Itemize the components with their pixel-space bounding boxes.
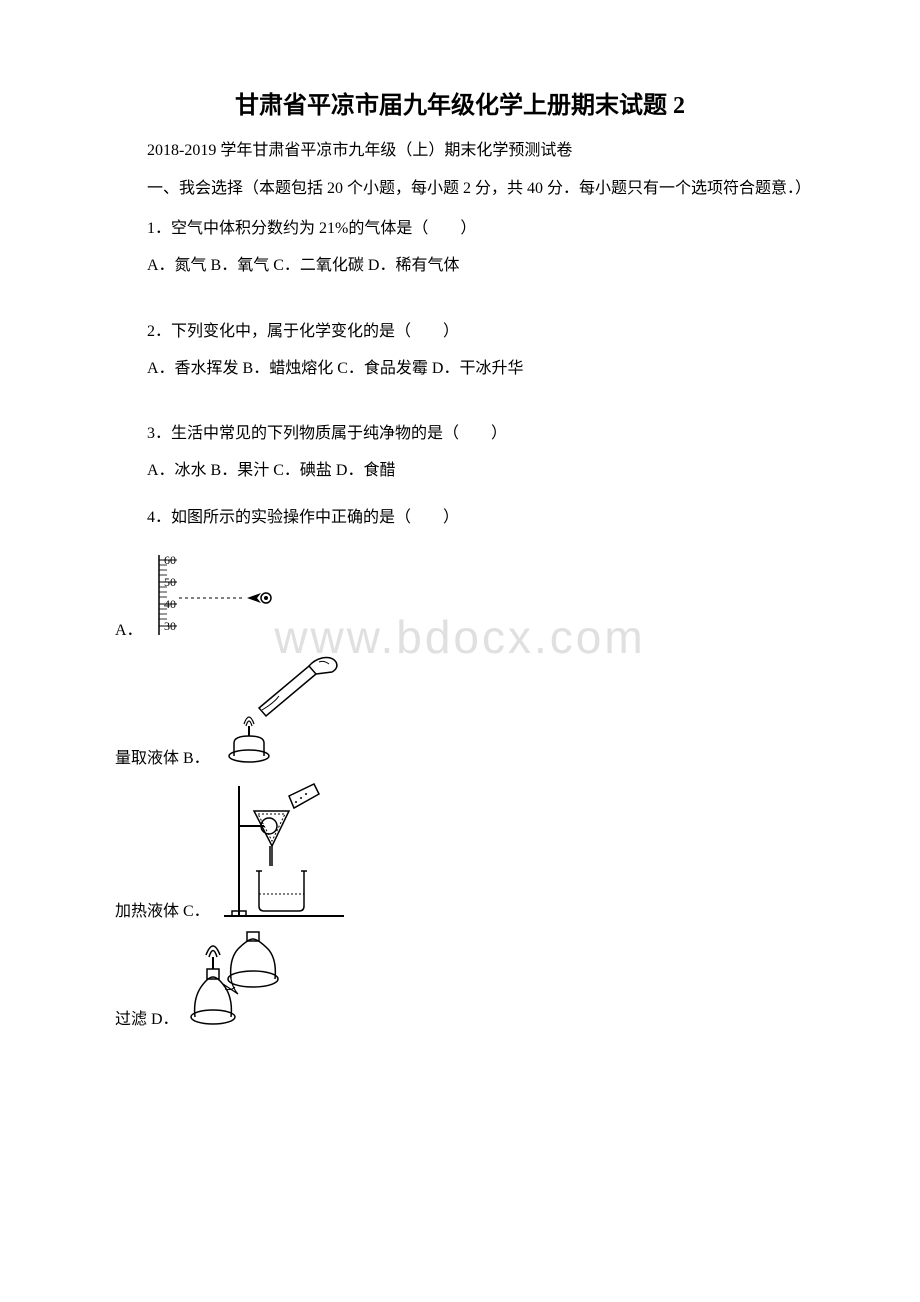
option-b-label: 量取液体 B． (115, 744, 210, 768)
option-c-container: 加热液体 C． (115, 776, 805, 921)
question-text: ．空气中体积分数约为 21%的气体是（ ） (155, 220, 476, 237)
subtitle: 2018-2019 学年甘肃省平凉市九年级（上）期末化学预测试卷 (115, 138, 805, 164)
filtration-icon (214, 776, 354, 921)
measuring-cylinder-icon: 60 50 40 30 (149, 550, 279, 640)
question-3: 3．生活中常见的下列物质属于纯净物的是（ ） (115, 420, 805, 447)
section-header: 一、我会选择（本题包括 20 个小题，每小题 2 分，共 40 分．每小题只有一… (115, 176, 805, 202)
alcohol-lamp-icon (183, 929, 293, 1029)
option-b-container: 量取液体 B． (115, 648, 805, 768)
question-3-options: A．冰水 B．果汁 C．碘盐 D．食醋 (115, 457, 805, 484)
question-1-options: A．氮气 B．氧气 C．二氧化碳 D．稀有气体 (115, 252, 805, 279)
question-number: 2 (147, 323, 155, 340)
question-4: 4．如图所示的实验操作中正确的是（ ） (115, 504, 805, 531)
page-title: 甘肃省平凉市届九年级化学上册期末试题 2 (115, 85, 805, 120)
option-d-container: 过滤 D． (115, 929, 805, 1029)
option-a-container: A． 60 50 40 30 (115, 550, 805, 640)
question-2-options: A．香水挥发 B．蜡烛熔化 C．食品发霉 D．干冰升华 (115, 355, 805, 382)
option-a-label: A． (115, 616, 143, 640)
option-d-label: 过滤 D． (115, 1005, 179, 1029)
question-number: 1 (147, 220, 155, 237)
question-text: ．如图所示的实验操作中正确的是（ ） (155, 509, 459, 526)
heating-liquid-icon (214, 648, 344, 768)
question-2: 2．下列变化中，属于化学变化的是（ ） (115, 318, 805, 345)
question-text: ．生活中常见的下列物质属于纯净物的是（ ） (155, 425, 507, 442)
question-number: 4 (147, 509, 155, 526)
question-number: 3 (147, 425, 155, 442)
question-text: ．下列变化中，属于化学变化的是（ ） (155, 323, 459, 340)
option-c-label: 加热液体 C． (115, 897, 210, 921)
question-1: 1．空气中体积分数约为 21%的气体是（ ） (115, 215, 805, 242)
